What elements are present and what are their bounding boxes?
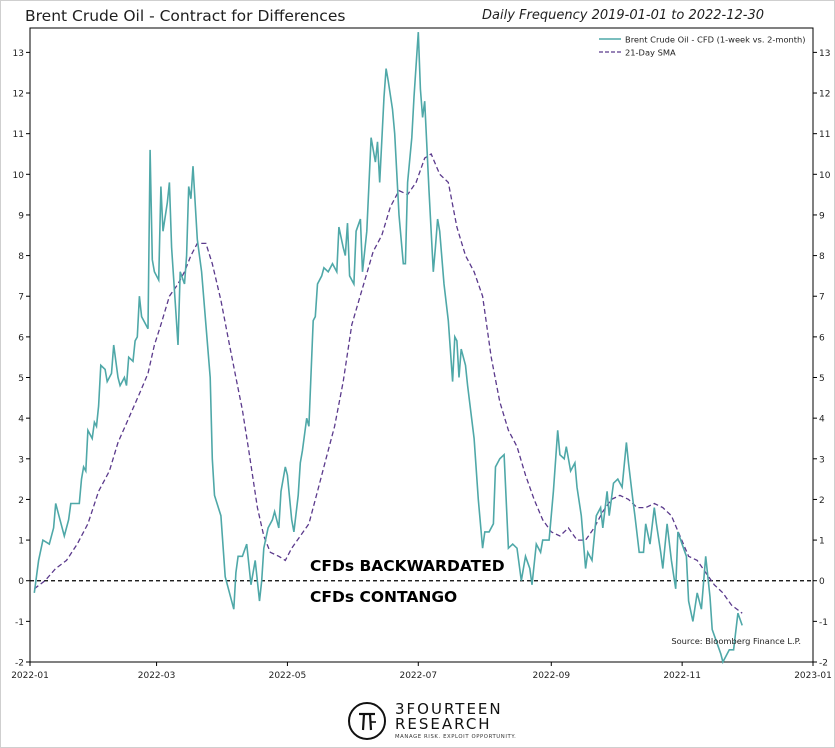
y-tick-label: 1 bbox=[18, 537, 24, 547]
logo: 3FOURTEEN RESEARCH MANAGE RISK. EXPLOIT … bbox=[347, 698, 516, 744]
logo-tagline: MANAGE RISK. EXPLOIT OPPORTUNITY. bbox=[395, 733, 517, 740]
plot-frame bbox=[29, 27, 814, 663]
y-tick-label: 3 bbox=[18, 455, 24, 465]
annotation-contango: CFDs CONTANGO bbox=[310, 588, 457, 606]
y-tick-label-right: 12 bbox=[819, 90, 830, 100]
legend-label-sma: 21-Day SMA bbox=[625, 48, 676, 58]
x-tick-label: 2022-03 bbox=[138, 671, 176, 681]
series-line-sma bbox=[33, 153, 743, 614]
y-tick-label: 7 bbox=[18, 293, 24, 303]
y-tick-label-right: 0 bbox=[819, 577, 825, 587]
y-tick-label: 6 bbox=[18, 333, 24, 343]
chart-title: Brent Crude Oil - Contract for Differenc… bbox=[25, 7, 346, 25]
y-tick-label: 11 bbox=[13, 130, 24, 140]
y-tick-label: 9 bbox=[18, 211, 24, 221]
y-tick-label-right: 2 bbox=[819, 496, 825, 506]
y-tick-label: -1 bbox=[15, 618, 24, 628]
logo-wordmark: 3FOURTEEN bbox=[395, 699, 503, 718]
y-tick-label: 12 bbox=[13, 90, 24, 100]
y-tick-label-right: 6 bbox=[819, 333, 825, 343]
y-tick-label-right: 1 bbox=[819, 537, 825, 547]
source-note: Source: Bloomberg Finance L.P. bbox=[671, 636, 801, 646]
y-tick-label-right: 8 bbox=[819, 252, 825, 262]
y-tick-label-right: 5 bbox=[819, 374, 825, 384]
y-tick-label: 2 bbox=[18, 496, 24, 506]
x-tick-label: 2022-05 bbox=[269, 671, 307, 681]
x-tick-label: 2022-07 bbox=[399, 671, 437, 681]
x-tick-label: 2022-11 bbox=[663, 671, 701, 681]
y-tick-label-right: 7 bbox=[819, 293, 825, 303]
logo-text: 3FOURTEEN RESEARCH MANAGE RISK. EXPLOIT … bbox=[395, 699, 517, 740]
x-tick-label: 2022-01 bbox=[11, 671, 49, 681]
y-tick-label-right: 3 bbox=[819, 455, 825, 465]
y-tick-label: 8 bbox=[18, 252, 24, 262]
y-tick-label-right: 9 bbox=[819, 211, 825, 221]
x-axis: 2022-01 2022-03 2022-05 2022-07 2022-09 2022-… bbox=[11, 662, 832, 681]
y-tick-label: 13 bbox=[13, 49, 24, 59]
y-tick-label-right: -2 bbox=[819, 659, 828, 669]
legend-label-cfd: Brent Crude Oil - CFD (1-week vs. 2-mont… bbox=[625, 35, 806, 45]
y-tick-label: 5 bbox=[18, 374, 24, 384]
y-tick-label-right: 4 bbox=[819, 415, 825, 425]
y-tick-label: 10 bbox=[13, 171, 25, 181]
legend: Brent Crude Oil - CFD (1-week vs. 2-mont… bbox=[599, 35, 806, 58]
y-tick-label-right: 13 bbox=[819, 49, 830, 59]
y-tick-label: 0 bbox=[18, 577, 24, 587]
x-tick-label: 2022-09 bbox=[532, 671, 570, 681]
x-tick-label: 2023-01 bbox=[794, 671, 832, 681]
y-tick-label-right: 11 bbox=[819, 130, 830, 140]
series-line-cfd bbox=[33, 32, 743, 665]
y-tick-label: -2 bbox=[15, 659, 24, 669]
y-tick-label-right: -1 bbox=[819, 618, 828, 628]
annotation-backwardated: CFDs BACKWARDATED bbox=[310, 557, 505, 575]
chart-subtitle: Daily Frequency 2019-01-01 to 2022-12-30 bbox=[482, 8, 764, 23]
y-tick-label: 4 bbox=[18, 415, 24, 425]
pi-logo-icon bbox=[348, 702, 386, 740]
y-tick-label-right: 10 bbox=[819, 171, 831, 181]
logo-wordmark-sub: RESEARCH bbox=[395, 714, 492, 733]
